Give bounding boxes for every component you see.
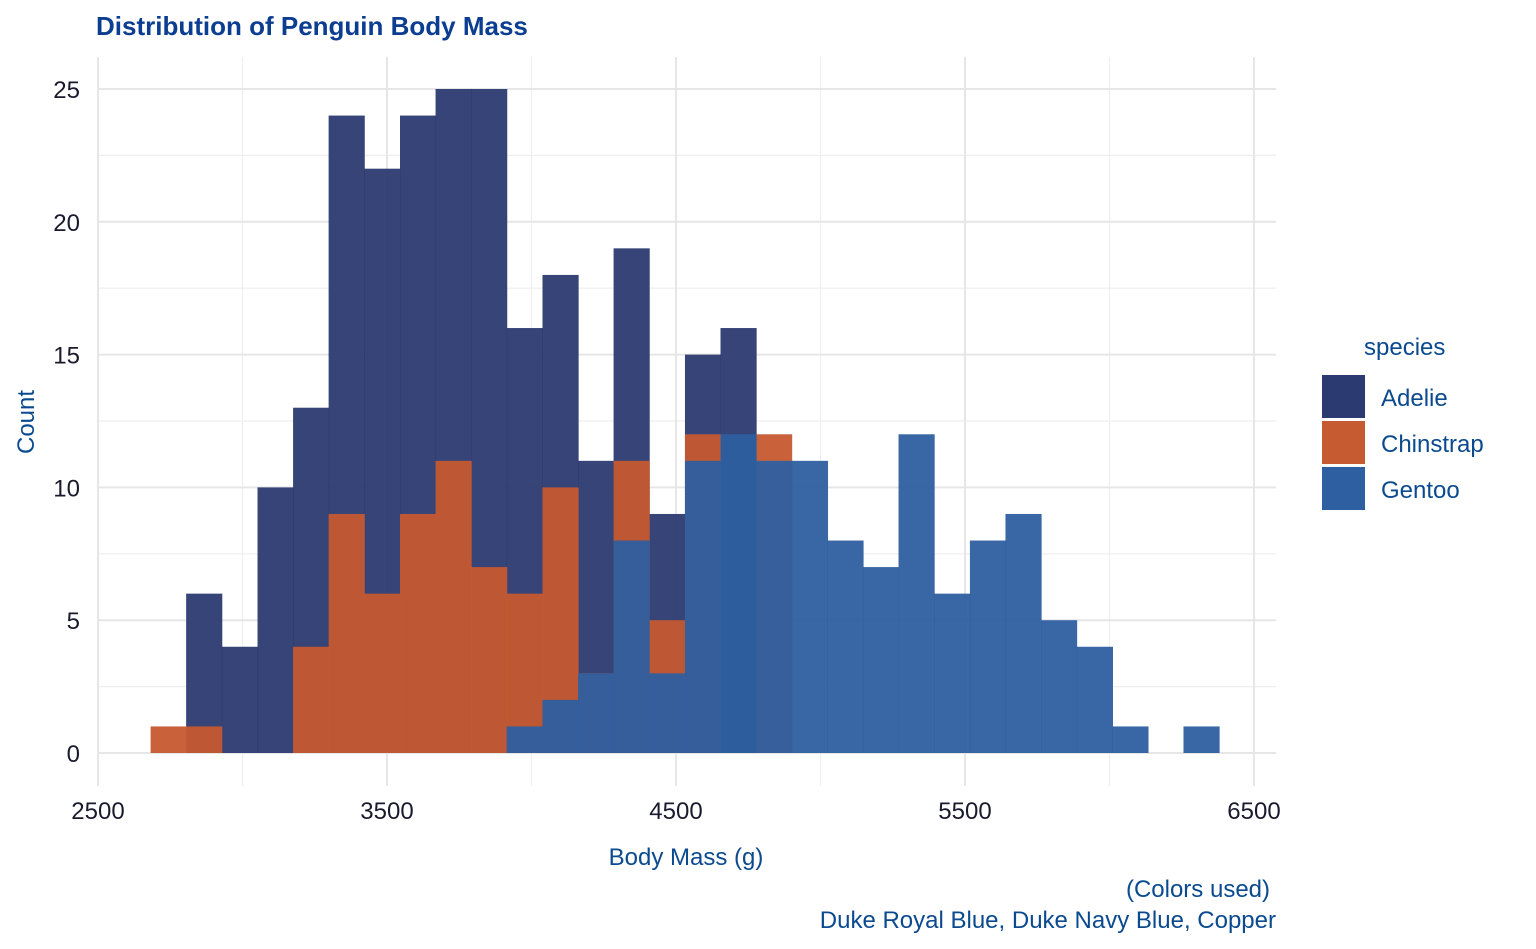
y-tick-label: 25 [53, 77, 80, 104]
legend-title: species [1364, 334, 1445, 361]
y-tick-label: 5 [67, 608, 80, 635]
bar-adelie [257, 487, 294, 753]
bar-gentoo [684, 460, 722, 753]
bar-gentoo [720, 434, 757, 753]
x-tick-label: 4500 [649, 798, 702, 825]
y-tick-label: 20 [53, 210, 80, 237]
y-axis-ticks: 0 5 10 15 20 25 [53, 77, 80, 768]
bar-chinstrap [400, 513, 437, 753]
bar-adelie [221, 646, 259, 753]
bar-gentoo [613, 540, 650, 753]
bar-gentoo [506, 726, 544, 753]
y-tick-label: 15 [53, 343, 80, 370]
bar-gentoo [542, 699, 579, 753]
bar-gentoo [1183, 726, 1220, 753]
bar-chinstrap [435, 460, 472, 753]
legend: species Adelie Chinstrap Gentoo [1322, 334, 1484, 510]
bar-gentoo [791, 460, 829, 753]
bar-gentoo [934, 593, 971, 753]
series-gentoo [506, 434, 1220, 753]
x-tick-label: 5500 [938, 798, 991, 825]
bar-gentoo [578, 673, 615, 753]
legend-key-gentoo [1322, 467, 1365, 510]
caption-line-1: (Colors used) [1126, 876, 1270, 903]
bar-gentoo [1041, 620, 1078, 753]
chart-title: Distribution of Penguin Body Mass [96, 11, 528, 41]
bar-gentoo [862, 567, 900, 753]
bar-gentoo [1076, 646, 1113, 753]
legend-label-chinstrap: Chinstrap [1381, 431, 1484, 458]
bar-chinstrap [150, 726, 187, 753]
caption-line-2: Duke Royal Blue, Duke Navy Blue, Copper [820, 907, 1276, 934]
legend-key-chinstrap [1322, 421, 1365, 464]
y-tick-label: 0 [67, 741, 80, 768]
x-axis-ticks: 2500 3500 4500 5500 6500 [71, 798, 1280, 825]
x-tick-label: 3500 [360, 798, 413, 825]
legend-key-adelie [1322, 375, 1365, 418]
bar-gentoo [827, 540, 864, 753]
bar-gentoo [969, 540, 1007, 753]
legend-label-adelie: Adelie [1381, 385, 1448, 412]
bar-gentoo [649, 673, 686, 753]
legend-label-gentoo: Gentoo [1381, 477, 1460, 504]
x-axis-label: Body Mass (g) [609, 844, 764, 871]
bar-chinstrap [364, 593, 401, 753]
y-tick-label: 10 [53, 475, 80, 502]
bar-gentoo [1005, 513, 1042, 753]
bar-gentoo [898, 434, 935, 753]
bar-chinstrap [186, 726, 223, 753]
bar-chinstrap [471, 567, 508, 753]
bar-chinstrap [328, 513, 365, 753]
x-tick-label: 2500 [71, 798, 124, 825]
bar-gentoo [756, 460, 793, 753]
bar-gentoo [1112, 726, 1149, 753]
bar-chinstrap [293, 646, 330, 753]
y-axis-label: Count [13, 390, 40, 454]
x-tick-label: 6500 [1227, 798, 1280, 825]
bars [150, 89, 1220, 754]
